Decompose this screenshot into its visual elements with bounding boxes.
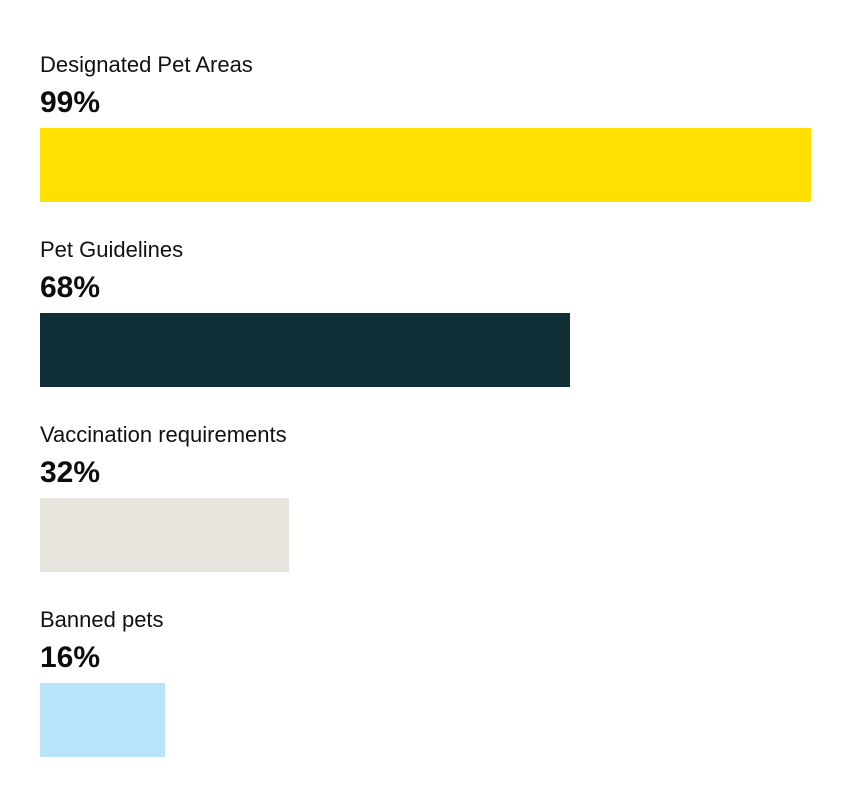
- value-label: 16%: [40, 641, 101, 674]
- bar: [40, 313, 570, 387]
- bar: [40, 683, 165, 757]
- category-label: Designated Pet Areas: [40, 52, 253, 77]
- value-label: 32%: [40, 456, 101, 489]
- category-label: Vaccination requirements: [40, 422, 287, 447]
- value-label: 99%: [40, 86, 101, 119]
- category-label: Banned pets: [40, 607, 164, 632]
- category-label: Pet Guidelines: [40, 237, 184, 262]
- bar: [40, 128, 811, 202]
- value-label: 68%: [40, 271, 101, 304]
- bar: [40, 498, 289, 572]
